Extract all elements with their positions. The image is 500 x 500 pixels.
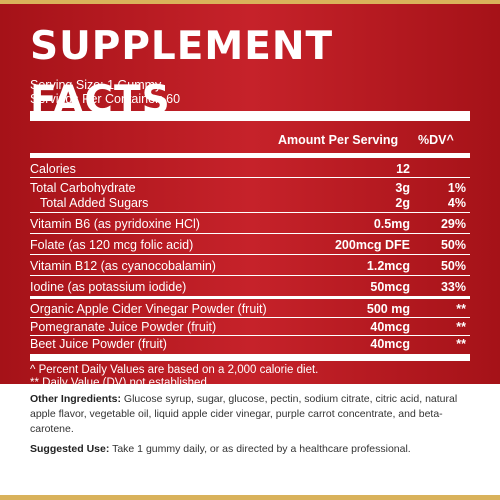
thick-rule-top: [30, 111, 470, 121]
divider: [30, 177, 470, 178]
row-name: Organic Apple Cider Vinegar Powder (frui…: [30, 302, 267, 316]
gold-top-border: [0, 0, 500, 4]
other-ingredients-text: Glucose syrup, sugar, glucose, pectin, s…: [30, 393, 458, 435]
footnote-dv: ^ Percent Daily Values are based on a 2,…: [30, 364, 319, 376]
row-amount: 500 mg: [366, 302, 410, 316]
servings-per-container: Servings Per Container: 60: [30, 92, 181, 106]
suggested-use-text: Take 1 gummy daily, or as directed by a …: [109, 443, 411, 455]
header-amount: Amount Per Serving: [278, 133, 399, 147]
row-amount: 50mcg: [370, 280, 410, 294]
row-amount: 1.2mcg: [366, 259, 410, 273]
suggested-use-label: Suggested Use:: [30, 443, 110, 455]
row-dv: 33%: [440, 280, 466, 294]
row-dv: 4%: [447, 196, 466, 210]
row-dv: **: [456, 337, 466, 351]
medium-rule: [30, 296, 470, 299]
row-dv: 50%: [440, 259, 466, 273]
row-name: Iodine (as potassium iodide): [30, 280, 187, 294]
row-amount: 40mcg: [370, 320, 410, 334]
header-dv: %DV^: [418, 133, 454, 147]
row-name: Total Added Sugars: [40, 196, 149, 210]
divider: [30, 254, 470, 255]
row-amount: 40mcg: [370, 337, 410, 351]
row-dv: 29%: [440, 217, 466, 231]
row-dv: 1%: [447, 181, 466, 195]
supplement-facts-panel: SUPPLEMENT FACTS Serving Size: 1 Gummy S…: [30, 20, 470, 389]
row-amount: 12: [396, 162, 410, 176]
row-name: Folate (as 120 mcg folic acid): [30, 238, 194, 252]
divider: [30, 233, 470, 234]
row-amount: 2g: [395, 196, 410, 210]
divider: [30, 317, 470, 318]
other-ingredients: Other Ingredients: Glucose syrup, sugar,…: [30, 392, 480, 437]
row-name: Beet Juice Powder (fruit): [30, 337, 167, 351]
row-amount: 0.5mg: [373, 217, 410, 231]
row-name: Total Carbohydrate: [30, 181, 136, 195]
row-amount: 200mcg DFE: [334, 238, 410, 252]
panel-title: SUPPLEMENT FACTS: [30, 24, 334, 123]
serving-size: Serving Size: 1 Gummy: [30, 78, 162, 92]
row-name: Vitamin B6 (as pyridoxine HCl): [30, 217, 200, 231]
other-ingredients-label: Other Ingredients:: [30, 393, 122, 405]
row-name: Vitamin B12 (as cyanocobalamin): [30, 259, 216, 273]
gold-bottom-border: [0, 495, 500, 500]
ingredients-section: Other Ingredients: Glucose syrup, sugar,…: [0, 384, 500, 500]
divider: [30, 212, 470, 213]
row-amount: 3g: [395, 181, 410, 195]
row-dv: **: [456, 320, 466, 334]
divider: [30, 335, 470, 336]
row-dv: 50%: [440, 238, 466, 252]
suggested-use: Suggested Use: Take 1 gummy daily, or as…: [30, 442, 480, 457]
row-dv: **: [456, 302, 466, 316]
thick-rule-bottom: [30, 354, 470, 361]
divider: [30, 275, 470, 276]
row-name: Pomegranate Juice Powder (fruit): [30, 320, 217, 334]
thick-rule-header: [30, 153, 470, 158]
row-name: Calories: [30, 162, 76, 176]
